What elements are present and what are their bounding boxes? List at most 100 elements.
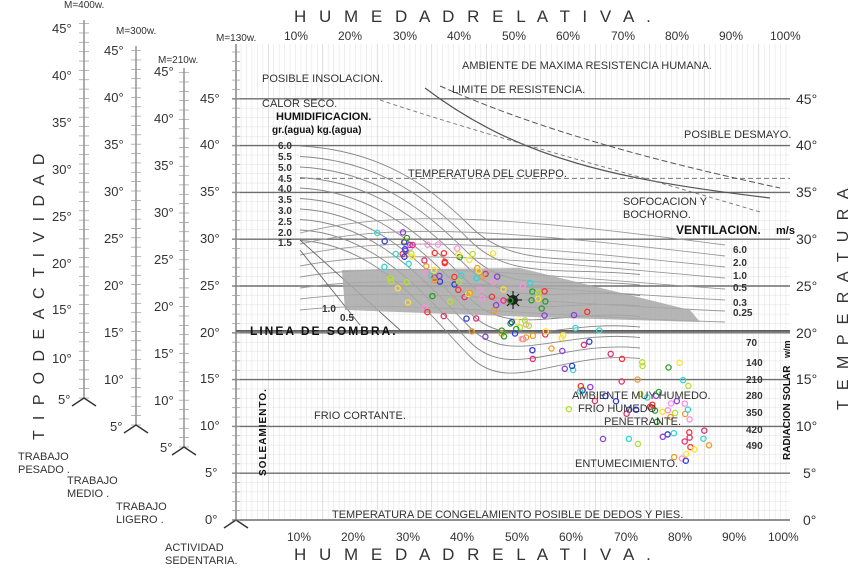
activity-sedentaria-1: ACTIVIDAD	[165, 542, 224, 554]
data-marker	[403, 234, 411, 242]
data-marker	[683, 450, 690, 458]
label-limite: LIMITE DE RESISTENCIA.	[452, 84, 585, 96]
hum-value-5-5: 5.5	[278, 152, 292, 163]
data-marker	[516, 324, 524, 331]
label-radiacion-unit: w/m	[782, 340, 792, 359]
humidification-curve	[299, 240, 641, 374]
data-marker	[381, 263, 388, 271]
hum-bot-50: 50%	[505, 530, 529, 544]
data-marker	[475, 267, 483, 275]
data-marker	[431, 277, 438, 284]
rad-value-70: 70	[746, 338, 758, 349]
data-marker	[399, 229, 407, 236]
data-marker	[667, 413, 674, 421]
hum-value-2-0: 2.0	[278, 228, 292, 239]
data-marker	[541, 288, 548, 295]
label-congelamiento: TEMPERATURA DE CONGELAMIENTO POSIBLE DE …	[332, 509, 683, 521]
data-marker	[528, 297, 535, 304]
data-marker	[618, 355, 626, 363]
temp-right-10: 10°	[796, 418, 817, 434]
data-marker	[558, 334, 565, 342]
s400-25: 25°	[52, 209, 72, 224]
data-marker	[534, 289, 542, 297]
data-marker	[430, 267, 438, 274]
temp-right-25: 25°	[796, 278, 817, 294]
data-marker	[429, 292, 436, 300]
s400-20: 20°	[52, 256, 72, 271]
s300-40: 40°	[104, 90, 124, 105]
rad-value-140: 140	[746, 358, 763, 369]
data-marker	[488, 293, 496, 300]
activity-pesado-1: TRABAJO	[18, 451, 69, 463]
data-marker	[490, 278, 497, 286]
data-marker	[542, 331, 549, 338]
temp-right-40: 40°	[796, 137, 817, 153]
data-marker	[676, 359, 683, 367]
vent-value-0-5: 0.5	[733, 283, 747, 294]
data-marker	[577, 382, 585, 390]
data-marker	[403, 278, 411, 286]
data-marker	[392, 250, 399, 258]
s300-45: 45°	[104, 43, 124, 58]
data-marker	[455, 278, 463, 285]
s210-20: 20°	[154, 299, 174, 314]
data-marker	[402, 247, 409, 255]
data-marker	[434, 241, 442, 248]
s400-10: 10°	[52, 351, 72, 366]
s210-15: 15°	[154, 346, 174, 361]
s300-35: 35°	[104, 137, 124, 152]
data-marker	[436, 272, 443, 280]
hum-bot-100: 100%	[768, 530, 799, 544]
data-marker	[701, 427, 708, 434]
label-ambiente-humedo: AMBIENTE MUY HUMEDO.	[572, 390, 711, 402]
temp-axis-right: 0° 5° 10° 15° 20° 25° 30° 35° 40° 45°	[796, 91, 817, 528]
data-marker	[508, 318, 515, 326]
data-marker	[451, 281, 458, 288]
hum-value-4-0: 4.0	[278, 184, 292, 195]
data-marker	[559, 347, 566, 355]
hum-top-10: 10%	[284, 29, 308, 43]
comfort-zone	[342, 268, 700, 322]
data-marker	[634, 376, 641, 383]
activity-pesado-2: PESADO .	[18, 464, 70, 476]
label-sofocacion-2: BOCHORNO.	[623, 209, 691, 221]
data-marker	[591, 397, 599, 405]
temp-right-15: 15°	[796, 371, 817, 387]
label-insolacion: POSIBLE INSOLACION.	[262, 73, 383, 85]
data-marker	[659, 433, 667, 441]
data-marker	[374, 229, 381, 237]
label-ventilacion-unit: m/s	[776, 225, 795, 237]
data-marker	[440, 249, 448, 257]
data-marker	[489, 250, 497, 257]
hum-bot-90: 90%	[722, 530, 746, 544]
data-marker	[394, 285, 402, 292]
data-marker	[428, 272, 435, 280]
data-marker	[478, 273, 486, 281]
scale-400-pivot	[71, 397, 97, 407]
hum-bot-10: 10%	[287, 530, 311, 544]
scale-210-pivot	[171, 446, 197, 456]
hum-value-2-5: 2.5	[278, 217, 292, 228]
data-marker	[618, 378, 625, 385]
s300-15: 15°	[104, 325, 124, 340]
temp-right-35: 35°	[796, 184, 817, 200]
data-marker	[409, 241, 416, 249]
data-marker	[670, 429, 678, 437]
temp-axis-left: 0° 5° 10° 15° 20° 25° 30° 35° 40° 45°	[200, 91, 220, 527]
temp-left-25: 25°	[200, 278, 220, 293]
data-marker	[387, 278, 395, 285]
data-marker	[500, 286, 507, 293]
data-marker	[595, 327, 603, 334]
data-marker	[637, 390, 644, 398]
data-marker	[570, 311, 578, 319]
data-marker	[525, 322, 533, 330]
data-marker	[479, 295, 486, 302]
temp-left-20: 20°	[200, 325, 220, 340]
vent-value-2-0: 2.0	[733, 258, 747, 269]
humidification-curve	[299, 219, 641, 347]
data-marker	[705, 442, 713, 449]
shade-wedge-2	[299, 249, 361, 326]
data-marker	[451, 273, 458, 281]
data-marker	[691, 446, 698, 453]
